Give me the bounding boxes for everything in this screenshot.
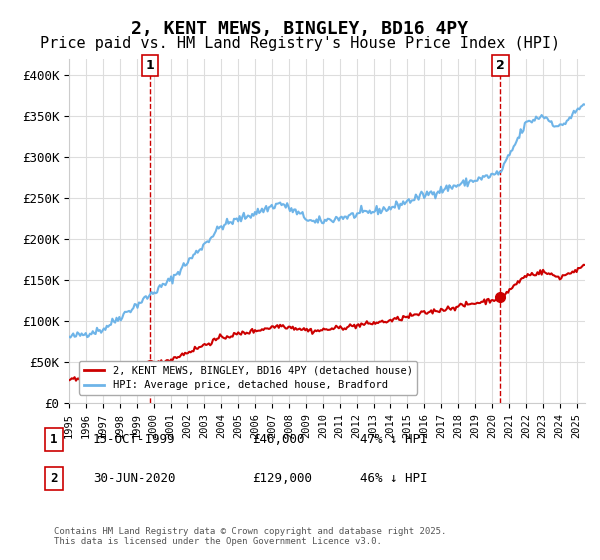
Text: Price paid vs. HM Land Registry's House Price Index (HPI): Price paid vs. HM Land Registry's House … xyxy=(40,36,560,52)
Legend: 2, KENT MEWS, BINGLEY, BD16 4PY (detached house), HPI: Average price, detached h: 2, KENT MEWS, BINGLEY, BD16 4PY (detache… xyxy=(79,361,417,395)
Text: 1: 1 xyxy=(50,433,58,446)
Text: 1: 1 xyxy=(146,59,154,72)
Text: £129,000: £129,000 xyxy=(252,472,312,486)
Text: 47% ↓ HPI: 47% ↓ HPI xyxy=(360,433,427,446)
Text: 2: 2 xyxy=(496,59,505,72)
Text: 2: 2 xyxy=(50,472,58,486)
Text: 15-OCT-1999: 15-OCT-1999 xyxy=(93,433,176,446)
Text: 2, KENT MEWS, BINGLEY, BD16 4PY: 2, KENT MEWS, BINGLEY, BD16 4PY xyxy=(131,20,469,38)
Text: 30-JUN-2020: 30-JUN-2020 xyxy=(93,472,176,486)
Text: £46,000: £46,000 xyxy=(252,433,305,446)
Text: Contains HM Land Registry data © Crown copyright and database right 2025.
This d: Contains HM Land Registry data © Crown c… xyxy=(54,526,446,546)
Text: 46% ↓ HPI: 46% ↓ HPI xyxy=(360,472,427,486)
